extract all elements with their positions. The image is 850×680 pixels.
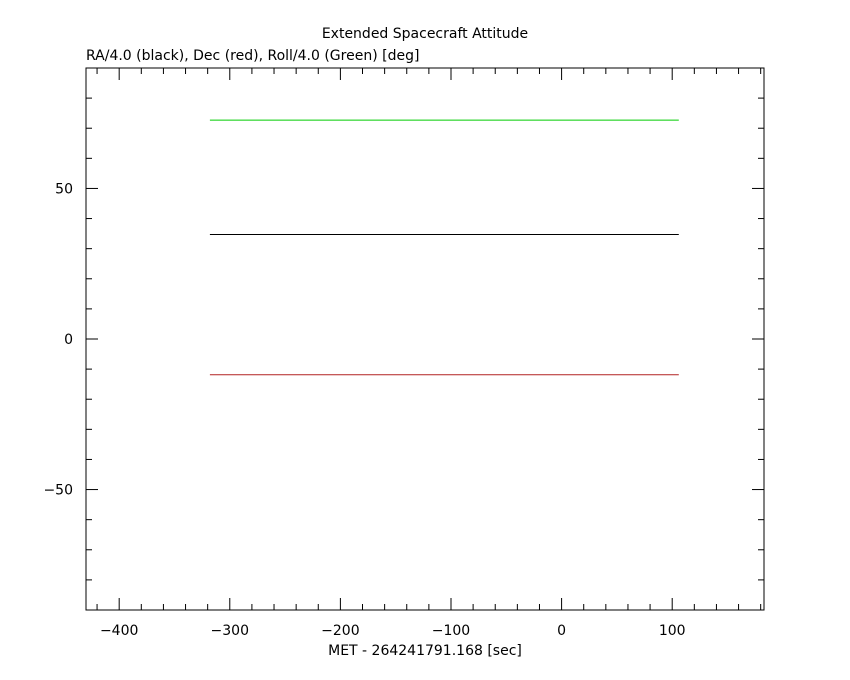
x-tick-label: −100: [432, 623, 470, 639]
axis-ticks: [86, 67, 764, 611]
x-tick-label: 0: [557, 623, 566, 639]
y-tick-label: −50: [43, 483, 73, 499]
x-axis-label: MET - 264241791.168 [sec]: [328, 643, 522, 659]
x-tick-label: −400: [100, 623, 138, 639]
chart-title: Extended Spacecraft Attitude: [322, 26, 528, 42]
x-tick-label: −200: [321, 623, 359, 639]
chart-subtitle: RA/4.0 (black), Dec (red), Roll/4.0 (Gre…: [86, 48, 419, 64]
y-tick-label: 50: [55, 181, 73, 197]
x-tick-label: 100: [659, 623, 686, 639]
y-tick-label: 0: [64, 332, 73, 348]
plot-frame: [85, 67, 765, 611]
tick-labels: −400 −300 −200 −100 0 100 −50 0 50: [43, 181, 685, 639]
series-group: [209, 119, 679, 376]
x-tick-label: −300: [211, 623, 249, 639]
